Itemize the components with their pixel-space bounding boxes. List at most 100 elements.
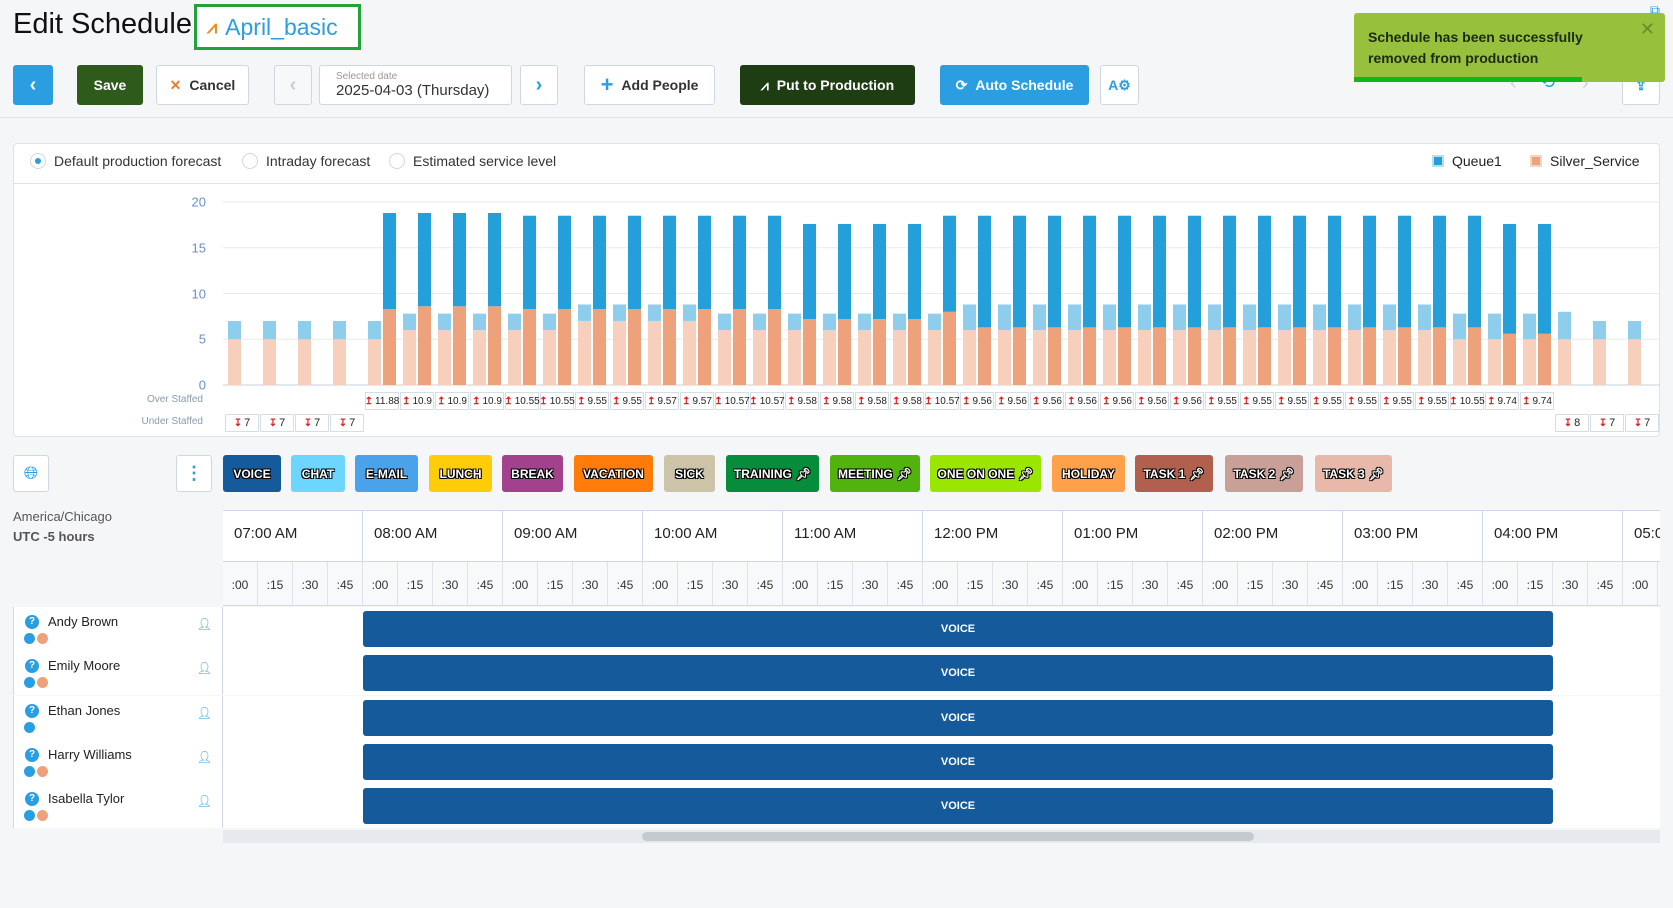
- page-title: Edit Schedule:: [13, 8, 201, 40]
- person-row: ? Harry Williams 👤︎ VOICE: [13, 739, 1660, 784]
- scheduled-queue1-bar: [943, 215, 956, 312]
- activity-chip-sick[interactable]: SICK: [664, 455, 715, 492]
- activity-chip-training[interactable]: TRAINING 📌︎: [726, 455, 819, 492]
- forecast-silver-bar: [1208, 330, 1221, 385]
- date-picker[interactable]: Selected date 2025-04-03 (Thursday): [319, 65, 512, 105]
- cancel-button[interactable]: ✕ Cancel: [156, 65, 249, 105]
- shift-bar[interactable]: VOICE: [363, 611, 1553, 647]
- back-button[interactable]: ‹: [13, 65, 53, 105]
- timezone-button[interactable]: 🌐︎: [13, 455, 49, 492]
- question-icon[interactable]: ?: [25, 747, 39, 762]
- under-staffed-value: ↧ 7: [1625, 414, 1659, 432]
- activity-label: SICK: [675, 466, 704, 481]
- upload-icon: ⇪: [1635, 76, 1647, 93]
- activity-chip-lunch[interactable]: LUNCH: [429, 455, 492, 492]
- schedule-track[interactable]: VOICE: [223, 651, 1660, 696]
- more-options-button[interactable]: ⋮: [176, 455, 212, 492]
- forecast-queue1-bar: [928, 313, 941, 331]
- user-icon[interactable]: 👤︎: [196, 794, 212, 809]
- forecast-queue1-bar: [1453, 313, 1466, 340]
- scheduled-silver-bar: [453, 306, 466, 385]
- activity-chip-voice[interactable]: VOICE: [223, 455, 281, 492]
- radio-default-forecast[interactable]: Default production forecast: [30, 153, 221, 169]
- shift-bar[interactable]: VOICE: [363, 699, 1553, 736]
- person-info[interactable]: ? Isabella Tylor 👤︎: [13, 784, 223, 829]
- quarter-label: :30: [1273, 561, 1308, 605]
- over-staffed-value: ↥ 10.9: [470, 392, 504, 410]
- add-people-button[interactable]: + Add People: [584, 65, 715, 105]
- over-staffed-value: ↥ 10.55: [504, 392, 540, 410]
- put-to-production-button[interactable]: ⩘ Put to Production: [740, 65, 915, 105]
- shift-bar[interactable]: VOICE: [363, 743, 1553, 780]
- over-staffed-value: ↥ 10.9: [435, 392, 469, 410]
- activity-chip-task-2[interactable]: TASK 2 📌︎: [1225, 455, 1303, 492]
- scheduled-silver-bar: [873, 319, 886, 385]
- forecast-silver-bar: [753, 330, 766, 385]
- person-info[interactable]: ? Ethan Jones 👤︎: [13, 695, 223, 740]
- forecast-queue1-bar: [543, 313, 556, 331]
- over-staffed-value: ↥ 9.58: [785, 392, 819, 410]
- scheduled-queue1-bar: [698, 215, 711, 310]
- person-name: Harry Williams: [48, 746, 132, 762]
- schedule-track[interactable]: VOICE: [223, 607, 1660, 651]
- activity-chip-task-3[interactable]: TASK 3 📌︎: [1315, 455, 1392, 492]
- activity-chip-chat[interactable]: CHAT: [291, 455, 345, 492]
- question-icon[interactable]: ?: [25, 659, 39, 674]
- forecast-queue1-bar: [1033, 304, 1046, 331]
- question-icon[interactable]: ?: [25, 615, 39, 629]
- quarter-label: :30: [713, 561, 748, 605]
- radio-intraday-forecast[interactable]: Intraday forecast: [242, 153, 370, 169]
- user-icon[interactable]: 👤︎: [196, 705, 212, 720]
- legend-silver-service[interactable]: Silver_Service: [1530, 153, 1639, 169]
- activity-label: BREAK: [511, 466, 554, 481]
- schedule-track[interactable]: VOICE: [223, 695, 1660, 740]
- under-staffed-number: 7: [314, 417, 321, 429]
- over-staffed-number: 9.58: [902, 395, 922, 407]
- scrollbar-thumb[interactable]: [642, 832, 1254, 841]
- schedule-track[interactable]: VOICE: [223, 739, 1660, 784]
- person-row: ? Emily Moore 👤︎ VOICE: [13, 651, 1660, 696]
- person-info[interactable]: ? Harry Williams 👤︎: [13, 739, 223, 784]
- activity-chip-meeting[interactable]: MEETING 📌︎: [830, 455, 920, 492]
- shift-bar[interactable]: VOICE: [363, 788, 1553, 825]
- radio-label: Estimated service level: [413, 153, 557, 169]
- close-icon[interactable]: ✕: [1639, 19, 1655, 39]
- redo-arrow-icon[interactable]: ›: [1582, 72, 1589, 94]
- over-staffed-value: ↥ 9.55: [1310, 392, 1344, 410]
- arrow-up-icon: ↥: [1347, 395, 1356, 407]
- question-icon[interactable]: ?: [25, 703, 39, 718]
- settings-button[interactable]: A⚙: [1100, 65, 1139, 105]
- auto-schedule-button[interactable]: ⟳ Auto Schedule: [940, 65, 1089, 105]
- activity-chip-one-on-one[interactable]: ONE ON ONE 📌︎: [930, 455, 1041, 492]
- radio-estimated-service-level[interactable]: Estimated service level: [389, 153, 556, 169]
- question-icon[interactable]: ?: [25, 792, 39, 807]
- over-staffed-number: 10.55: [549, 395, 575, 407]
- schedule-name[interactable]: ⩘ April_basic: [194, 4, 361, 50]
- help-icon[interactable]: ⧉: [1650, 2, 1660, 18]
- user-icon[interactable]: 👤︎: [196, 661, 212, 676]
- legend-queue1[interactable]: Queue1: [1432, 153, 1502, 169]
- activity-chip-break[interactable]: BREAK: [502, 455, 563, 492]
- shift-bar[interactable]: VOICE: [363, 655, 1553, 692]
- previous-date-button[interactable]: ‹: [274, 65, 312, 105]
- hour-label: 03:00 PM: [1343, 511, 1483, 561]
- horizontal-scrollbar[interactable]: [223, 830, 1660, 843]
- user-icon[interactable]: 👤︎: [196, 617, 212, 631]
- person-info[interactable]: ? Emily Moore 👤︎: [13, 651, 223, 696]
- activity-chip-task-1[interactable]: TASK 1 📌︎: [1135, 455, 1213, 492]
- quarter-label: :00: [1483, 561, 1518, 605]
- quarter-label: :45: [468, 561, 503, 605]
- scheduled-silver-bar: [558, 309, 571, 385]
- user-icon[interactable]: 👤︎: [196, 749, 212, 764]
- activity-chip-vacation[interactable]: VACATION: [574, 455, 653, 492]
- quarter-label: :30: [293, 561, 328, 605]
- schedule-track[interactable]: VOICE: [223, 784, 1660, 829]
- activity-chip-e-mail[interactable]: E-MAIL: [355, 455, 418, 492]
- person-info[interactable]: ? Andy Brown 👤︎: [13, 607, 223, 651]
- quarter-label: :30: [1553, 561, 1588, 605]
- save-button[interactable]: Save: [77, 65, 143, 105]
- next-date-button[interactable]: ›: [520, 65, 558, 105]
- activity-chip-holiday[interactable]: HOLIDAY: [1052, 455, 1125, 492]
- toast-progress: [1354, 77, 1582, 82]
- undo-arrow-icon[interactable]: ‹: [1510, 72, 1517, 94]
